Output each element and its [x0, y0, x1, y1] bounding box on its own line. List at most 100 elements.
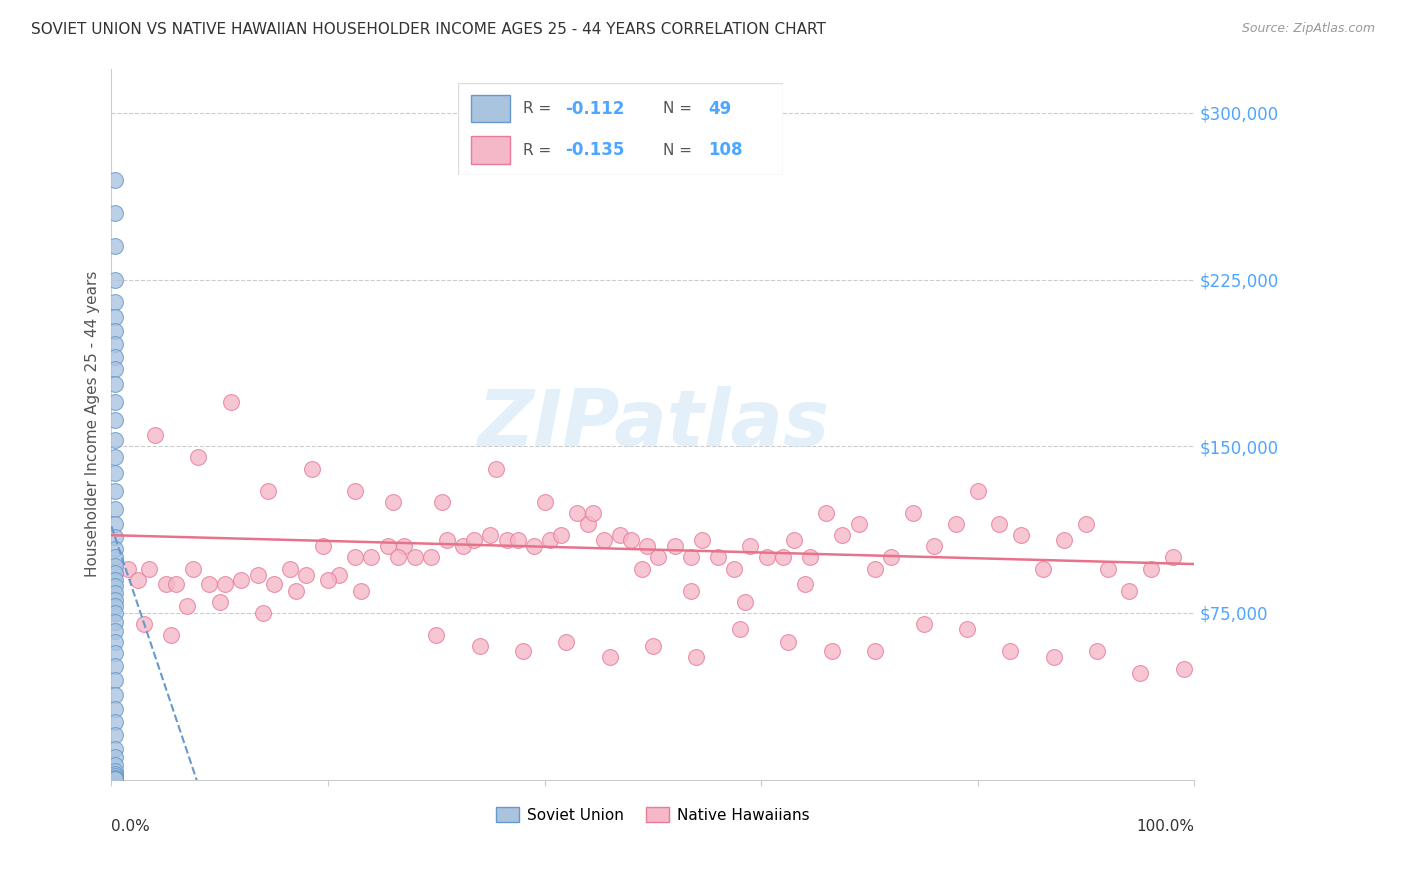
- Point: [231, 573, 253, 587]
- Point: [793, 577, 815, 591]
- Point: [523, 539, 546, 553]
- Point: [1129, 665, 1152, 680]
- Point: [1000, 644, 1022, 658]
- Point: [104, 624, 127, 638]
- Point: [988, 517, 1011, 532]
- Point: [647, 550, 669, 565]
- Point: [104, 395, 127, 409]
- Point: [104, 579, 127, 593]
- Point: [328, 568, 350, 582]
- Point: [155, 577, 177, 591]
- Point: [104, 337, 127, 351]
- Point: [728, 622, 751, 636]
- Point: [966, 483, 988, 498]
- Point: [707, 550, 730, 565]
- Legend: Soviet Union, Native Hawaiians: Soviet Union, Native Hawaiians: [491, 801, 815, 829]
- Point: [620, 533, 643, 547]
- Point: [295, 568, 318, 582]
- Point: [104, 433, 127, 447]
- Point: [468, 640, 491, 654]
- Point: [104, 351, 127, 365]
- Text: Source: ZipAtlas.com: Source: ZipAtlas.com: [1241, 22, 1375, 36]
- Point: [104, 239, 127, 253]
- Point: [392, 539, 415, 553]
- Point: [945, 517, 967, 532]
- Point: [1161, 550, 1184, 565]
- Point: [1118, 583, 1140, 598]
- Point: [104, 606, 127, 620]
- Text: 100.0%: 100.0%: [1136, 819, 1195, 834]
- Point: [360, 550, 382, 565]
- Point: [344, 550, 367, 565]
- Point: [181, 561, 204, 575]
- Point: [582, 506, 605, 520]
- Point: [555, 635, 578, 649]
- Point: [495, 533, 517, 547]
- Point: [104, 688, 127, 702]
- Point: [1140, 561, 1163, 575]
- Point: [485, 461, 508, 475]
- Point: [685, 650, 707, 665]
- Point: [863, 644, 886, 658]
- Point: [1032, 561, 1054, 575]
- Point: [377, 539, 399, 553]
- Point: [257, 483, 280, 498]
- Point: [127, 573, 149, 587]
- Point: [430, 495, 453, 509]
- Point: [104, 450, 127, 465]
- Point: [1085, 644, 1108, 658]
- Point: [453, 539, 475, 553]
- Point: [104, 701, 127, 715]
- Point: [538, 533, 561, 547]
- Point: [387, 550, 409, 565]
- Point: [104, 646, 127, 660]
- Point: [278, 561, 301, 575]
- Point: [104, 764, 127, 778]
- Point: [187, 450, 209, 465]
- Point: [104, 573, 127, 587]
- Point: [831, 528, 853, 542]
- Point: [901, 506, 924, 520]
- Point: [104, 412, 127, 426]
- Point: [104, 530, 127, 544]
- Point: [301, 461, 323, 475]
- Point: [344, 483, 367, 498]
- Point: [436, 533, 458, 547]
- Point: [679, 550, 702, 565]
- Point: [143, 428, 166, 442]
- Point: [104, 772, 127, 786]
- Point: [104, 599, 127, 614]
- Point: [349, 583, 371, 598]
- Point: [723, 561, 745, 575]
- Point: [382, 495, 405, 509]
- Point: [104, 361, 127, 376]
- Point: [117, 561, 139, 575]
- Text: 0.0%: 0.0%: [111, 819, 150, 834]
- Point: [104, 172, 127, 186]
- Point: [104, 483, 127, 498]
- Point: [176, 599, 198, 614]
- Point: [631, 561, 654, 575]
- Point: [104, 324, 127, 338]
- Point: [214, 577, 236, 591]
- Point: [104, 466, 127, 480]
- Point: [641, 640, 664, 654]
- Text: ZIPatlas: ZIPatlas: [477, 386, 830, 462]
- Point: [104, 728, 127, 742]
- Point: [778, 635, 800, 649]
- Point: [734, 595, 756, 609]
- Point: [263, 577, 285, 591]
- Point: [104, 615, 127, 629]
- Point: [104, 517, 127, 532]
- Point: [815, 506, 838, 520]
- Point: [165, 577, 187, 591]
- Point: [284, 583, 307, 598]
- Point: [404, 550, 426, 565]
- Point: [772, 550, 794, 565]
- Point: [311, 539, 333, 553]
- Point: [740, 539, 762, 553]
- Point: [1173, 661, 1195, 675]
- Point: [104, 635, 127, 649]
- Point: [104, 310, 127, 325]
- Point: [880, 550, 903, 565]
